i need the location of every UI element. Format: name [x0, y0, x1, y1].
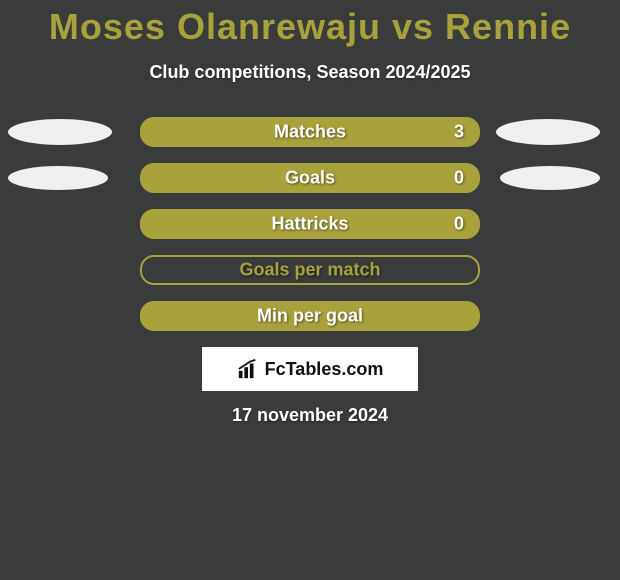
- date-text: 17 november 2024: [0, 405, 620, 426]
- chart-row: Goals per match: [0, 255, 620, 285]
- page-subtitle: Club competitions, Season 2024/2025: [0, 62, 620, 83]
- stat-value-right: 3: [454, 122, 464, 143]
- chart-row: Matches 3: [0, 117, 620, 147]
- chart-area: Matches 3 Goals 0 Hattricks 0: [0, 117, 620, 331]
- stat-label: Goals: [285, 168, 335, 189]
- row-ellipse-left: [8, 119, 112, 145]
- row-ellipse-left: [8, 166, 108, 190]
- stat-label: Hattricks: [271, 214, 348, 235]
- row-ellipse-right: [500, 166, 600, 190]
- stat-bar: Matches 3: [140, 117, 480, 147]
- page: Moses Olanrewaju vs Rennie Club competit…: [0, 0, 620, 580]
- stat-bar: Min per goal: [140, 301, 480, 331]
- stat-bar: Goals 0: [140, 163, 480, 193]
- stat-label: Goals per match: [239, 260, 380, 281]
- chart-row: Min per goal: [0, 301, 620, 331]
- stat-label: Matches: [274, 122, 346, 143]
- logo-text: FcTables.com: [265, 359, 384, 380]
- stat-bar: Goals per match: [140, 255, 480, 285]
- stat-value-right: 0: [454, 214, 464, 235]
- page-title: Moses Olanrewaju vs Rennie: [0, 0, 620, 48]
- stat-bar: Hattricks 0: [140, 209, 480, 239]
- stat-value-right: 0: [454, 168, 464, 189]
- stat-label: Min per goal: [257, 306, 363, 327]
- row-ellipse-right: [496, 119, 600, 145]
- logo-box: FcTables.com: [202, 347, 418, 391]
- chart-row: Hattricks 0: [0, 209, 620, 239]
- chart-icon: [237, 358, 259, 380]
- chart-row: Goals 0: [0, 163, 620, 193]
